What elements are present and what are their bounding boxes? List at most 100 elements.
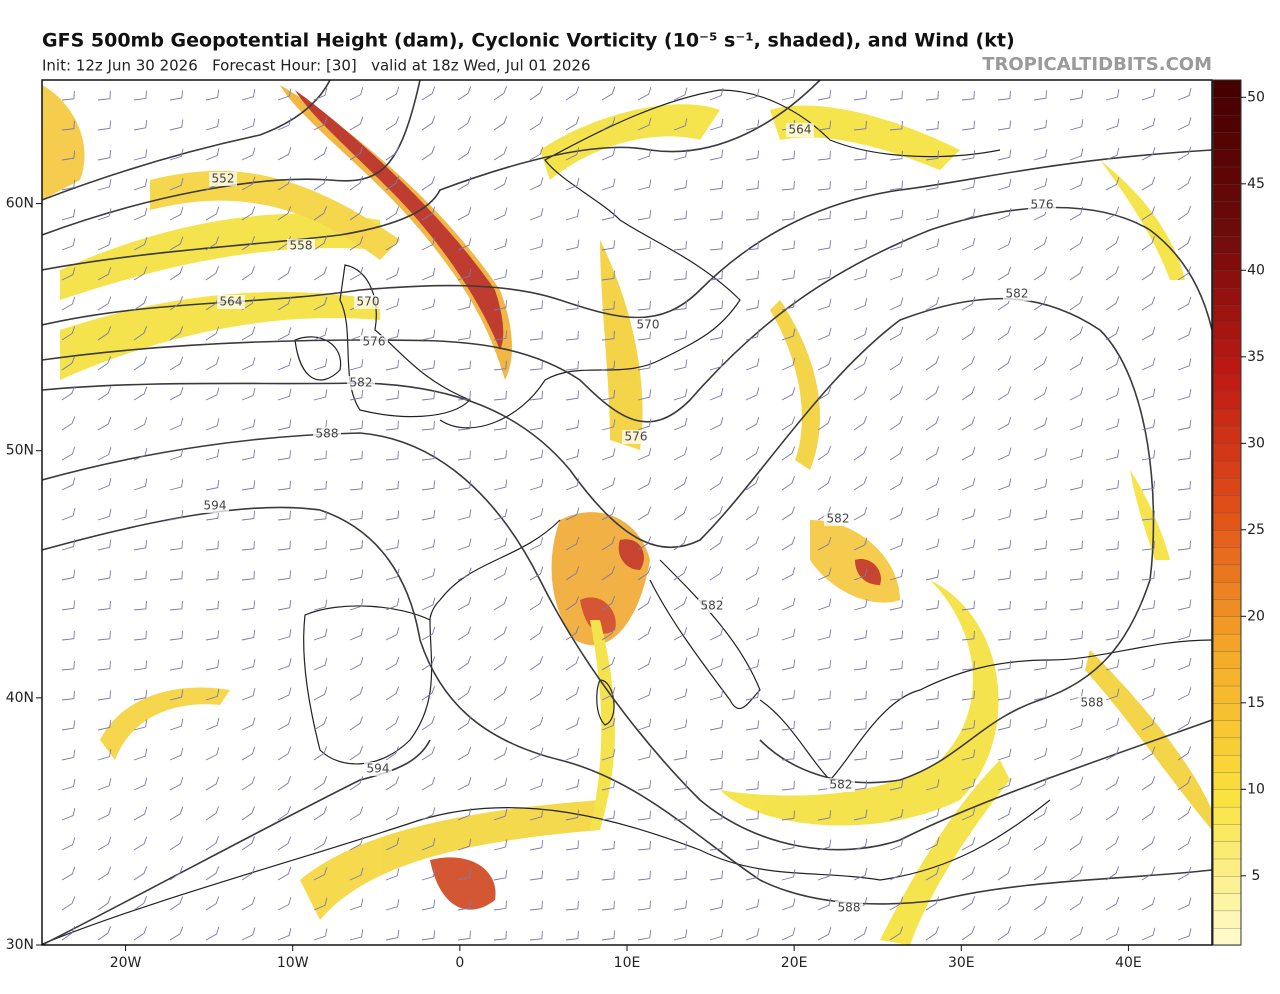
wind-barb: [169, 479, 184, 491]
wind-barb: [817, 210, 831, 221]
wind-barb: [97, 807, 112, 821]
wind-barb: [205, 570, 219, 581]
wind-barb: [457, 746, 472, 761]
wind-barb: [349, 898, 364, 911]
contour-label-bg: [347, 376, 375, 390]
wind-barb: [385, 568, 400, 581]
wind-barb: [529, 330, 543, 341]
wind-barb: [673, 179, 688, 191]
wind-barb: [457, 176, 472, 191]
wind-barb: [1069, 296, 1084, 311]
wind-barb: [1033, 178, 1048, 191]
wind-barb: [493, 686, 508, 701]
wind-barb: [601, 86, 616, 101]
wind-barb: [925, 779, 940, 791]
colorbar-cell: [1212, 598, 1242, 617]
wind-barb: [709, 149, 724, 161]
wind-barb: [61, 807, 76, 821]
x-tick-label: 20W: [110, 955, 142, 971]
wind-barb: [745, 506, 760, 521]
wind-barb: [277, 629, 292, 641]
wind-barb: [97, 749, 112, 761]
wind-barb: [1177, 389, 1192, 401]
wind-barb: [385, 929, 400, 941]
wind-barb: [961, 926, 976, 941]
wind-barb: [709, 329, 724, 341]
wind-barb: [745, 329, 760, 341]
wind-barb: [565, 419, 580, 431]
wind-barb: [637, 418, 652, 431]
x-tick-label: 10E: [614, 955, 641, 971]
wind-barb: [853, 629, 868, 641]
wind-barb: [925, 179, 940, 191]
colorbar-cell: [1212, 79, 1242, 98]
colorbar-tick-label: 20: [1247, 608, 1265, 624]
wind-barb: [781, 386, 796, 401]
wind-barb: [133, 719, 148, 731]
wind-barb: [1033, 236, 1048, 251]
wind-barb: [781, 150, 795, 161]
wind-barb: [421, 807, 436, 821]
wind-barb: [97, 508, 112, 521]
wind-barb: [781, 750, 795, 761]
wind-barb: [349, 389, 364, 401]
wind-barb: [637, 870, 651, 881]
wind-barb: [241, 89, 256, 101]
wind-barb: [493, 450, 508, 461]
wind-barb: [529, 449, 544, 461]
wind-barb: [745, 597, 760, 611]
wind-barb: [61, 630, 75, 641]
wind-barb: [997, 90, 1011, 101]
wind-barb: [133, 509, 148, 521]
wind-barb: [925, 896, 940, 911]
wind-barb: [313, 746, 328, 761]
wind-barb: [601, 419, 616, 431]
wind-barb: [925, 926, 940, 941]
contour-label: 558: [290, 239, 313, 253]
colorbar-cell: [1212, 564, 1242, 583]
wind-barb: [169, 148, 184, 161]
wind-barb: [781, 839, 796, 851]
wind-barb: [745, 566, 760, 581]
colorbar-cell: [1212, 737, 1242, 756]
wind-barb: [925, 808, 940, 821]
contour-label-bg: [1078, 696, 1106, 710]
wind-barb: [853, 210, 868, 221]
wind-barb: [313, 87, 328, 101]
wind-barb: [1069, 387, 1084, 401]
wind-barb: [565, 478, 580, 491]
wind-barb: [637, 840, 651, 851]
wind-barb: [529, 566, 544, 581]
wind-barb: [889, 356, 904, 371]
wind-barb: [1069, 776, 1084, 791]
wind-barb: [421, 539, 436, 551]
wind-barb: [961, 807, 976, 821]
wind-barb: [925, 507, 940, 521]
wind-barb: [709, 566, 724, 581]
wind-barb: [853, 720, 867, 731]
coastlines: [42, 89, 1212, 945]
wind-barb: [1141, 836, 1156, 851]
wind-barb: [61, 749, 76, 761]
colorbar-cell: [1212, 841, 1242, 860]
wind-barb: [709, 446, 724, 461]
wind-barb: [241, 387, 256, 401]
wind-barb: [961, 600, 975, 611]
wind-barb: [61, 837, 76, 851]
wind-barb: [1177, 146, 1192, 161]
wind-barb: [889, 326, 904, 341]
wind-barb: [745, 150, 760, 161]
wind-barb: [313, 599, 328, 611]
wind-barb: [1105, 688, 1120, 701]
wind-barb: [853, 537, 868, 551]
wind-barb: [637, 506, 652, 521]
wind-barb: [997, 447, 1012, 461]
wind-barb: [961, 778, 976, 791]
colorbar-cell: [1212, 910, 1242, 929]
wind-barb: [565, 300, 579, 311]
wind-barb: [421, 626, 436, 641]
colorbar-cell: [1212, 616, 1242, 635]
wind-barb: [745, 446, 760, 461]
wind-barb: [313, 176, 328, 191]
wind-barb: [277, 540, 291, 551]
